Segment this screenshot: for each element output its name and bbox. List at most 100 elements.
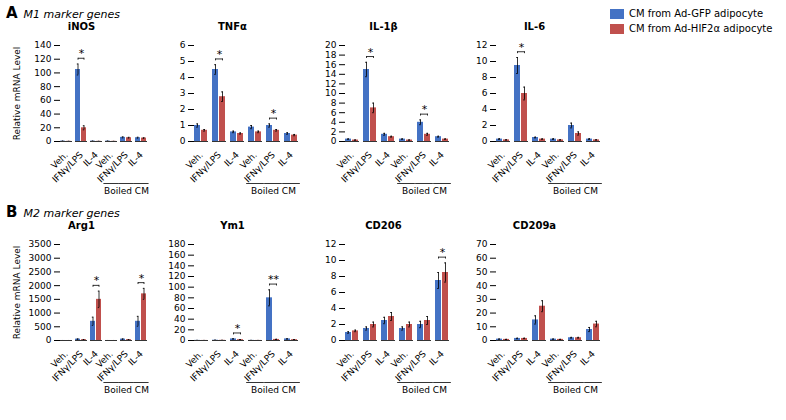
svg-text:IL-4: IL-4 <box>276 349 295 368</box>
svg-text:IL-4: IL-4 <box>427 349 446 368</box>
svg-text:60: 60 <box>40 95 52 105</box>
svg-text:14: 14 <box>325 69 337 79</box>
svg-text:2: 2 <box>482 120 488 130</box>
svg-text:IFNγ/LPS: IFNγ/LPS <box>95 150 130 185</box>
svg-text:50: 50 <box>476 267 488 277</box>
svg-text:Boiled CM: Boiled CM <box>402 186 447 196</box>
svg-text:70: 70 <box>476 239 488 249</box>
svg-text:IFNγ/LPS: IFNγ/LPS <box>50 349 85 384</box>
svg-text:IFNγ/LPS: IFNγ/LPS <box>242 349 277 384</box>
svg-text:IL-4: IL-4 <box>524 150 543 169</box>
svg-text:IFNγ/LPS: IFNγ/LPS <box>544 349 579 384</box>
svg-text:10: 10 <box>325 88 337 98</box>
svg-text:IFNγ/LPS: IFNγ/LPS <box>50 150 85 185</box>
svg-text:Relative mRNA Level: Relative mRNA Level <box>12 246 22 340</box>
svg-text:3000: 3000 <box>29 253 52 263</box>
svg-text:10: 10 <box>476 322 488 332</box>
svg-text:160: 160 <box>168 250 185 260</box>
svg-text:Boiled CM: Boiled CM <box>251 186 296 196</box>
svg-text:IFNγ/LPS: IFNγ/LPS <box>95 349 130 384</box>
svg-text:IFNγ/LPS: IFNγ/LPS <box>188 150 223 185</box>
svg-text:*: * <box>235 322 241 335</box>
svg-text:IFNγ/LPS: IFNγ/LPS <box>188 349 223 384</box>
svg-text:30: 30 <box>476 294 488 304</box>
svg-text:4: 4 <box>482 104 488 114</box>
svg-text:140: 140 <box>34 40 51 50</box>
svg-text:40: 40 <box>174 314 186 324</box>
svg-text:5: 5 <box>180 56 186 66</box>
svg-text:IL-4: IL-4 <box>524 349 543 368</box>
svg-text:100: 100 <box>168 282 185 292</box>
svg-text:16: 16 <box>325 60 337 70</box>
svg-text:IL-4: IL-4 <box>222 150 241 169</box>
svg-text:IL-4: IL-4 <box>126 349 145 368</box>
svg-text:*: * <box>217 48 223 61</box>
svg-text:IL-4: IL-4 <box>578 150 597 169</box>
svg-text:60: 60 <box>174 303 186 313</box>
svg-text:12: 12 <box>476 40 487 50</box>
svg-text:0: 0 <box>331 136 337 146</box>
svg-text:IFNγ/LPS: IFNγ/LPS <box>393 150 428 185</box>
svg-text:18: 18 <box>325 50 337 60</box>
svg-text:3: 3 <box>180 88 186 98</box>
svg-text:1: 1 <box>180 120 186 130</box>
svg-text:IL-4: IL-4 <box>373 349 392 368</box>
svg-text:*: * <box>271 107 277 120</box>
svg-text:80: 80 <box>40 82 52 92</box>
svg-text:8: 8 <box>331 271 337 281</box>
svg-text:4: 4 <box>331 303 337 313</box>
svg-text:*: * <box>79 47 85 60</box>
svg-text:60: 60 <box>476 253 488 263</box>
svg-text:120: 120 <box>168 271 185 281</box>
svg-text:20: 20 <box>174 325 186 335</box>
svg-text:Boiled CM: Boiled CM <box>104 186 149 196</box>
svg-text:IL-4: IL-4 <box>126 150 145 169</box>
svg-text:2: 2 <box>331 319 337 329</box>
svg-text:IL-4: IL-4 <box>222 349 241 368</box>
svg-text:20: 20 <box>40 123 52 133</box>
svg-text:IFNγ/LPS: IFNγ/LPS <box>339 349 374 384</box>
svg-text:120: 120 <box>34 54 51 64</box>
svg-text:2500: 2500 <box>29 267 52 277</box>
svg-text:*: * <box>519 41 525 54</box>
svg-text:0: 0 <box>46 136 52 146</box>
svg-text:IFNγ/LPS: IFNγ/LPS <box>339 150 374 185</box>
svg-text:6: 6 <box>331 108 337 118</box>
svg-text:20: 20 <box>325 40 337 50</box>
svg-text:140: 140 <box>168 261 185 271</box>
svg-text:0: 0 <box>331 335 337 345</box>
svg-text:*: * <box>422 103 428 116</box>
svg-text:**: ** <box>268 273 280 286</box>
svg-text:*: * <box>440 246 446 259</box>
svg-text:12: 12 <box>325 79 336 89</box>
svg-text:4: 4 <box>180 72 186 82</box>
svg-text:3500: 3500 <box>29 239 52 249</box>
svg-text:IFNγ/LPS: IFNγ/LPS <box>544 150 579 185</box>
svg-text:100: 100 <box>34 68 51 78</box>
svg-text:2: 2 <box>180 104 186 114</box>
svg-text:1500: 1500 <box>29 294 52 304</box>
svg-text:IL-4: IL-4 <box>373 150 392 169</box>
svg-text:40: 40 <box>476 281 488 291</box>
svg-text:10: 10 <box>476 56 488 66</box>
svg-text:2: 2 <box>331 127 337 137</box>
svg-text:180: 180 <box>168 239 185 249</box>
svg-text:Boiled CM: Boiled CM <box>104 385 149 395</box>
svg-text:Boiled CM: Boiled CM <box>251 385 296 395</box>
svg-text:*: * <box>139 272 145 285</box>
svg-text:8: 8 <box>331 98 337 108</box>
svg-text:1000: 1000 <box>29 308 52 318</box>
svg-text:12: 12 <box>325 239 336 249</box>
svg-text:IFNγ/LPS: IFNγ/LPS <box>242 150 277 185</box>
svg-text:Relative mRNA Level: Relative mRNA Level <box>12 47 22 141</box>
svg-text:Boiled CM: Boiled CM <box>402 385 447 395</box>
svg-text:0: 0 <box>46 335 52 345</box>
svg-text:8: 8 <box>482 72 488 82</box>
svg-text:Boiled CM: Boiled CM <box>553 186 598 196</box>
svg-text:500: 500 <box>34 322 51 332</box>
svg-text:IL-4: IL-4 <box>578 349 597 368</box>
svg-text:40: 40 <box>40 109 52 119</box>
svg-text:2000: 2000 <box>29 281 52 291</box>
svg-text:IFNγ/LPS: IFNγ/LPS <box>393 349 428 384</box>
svg-text:0: 0 <box>482 136 488 146</box>
